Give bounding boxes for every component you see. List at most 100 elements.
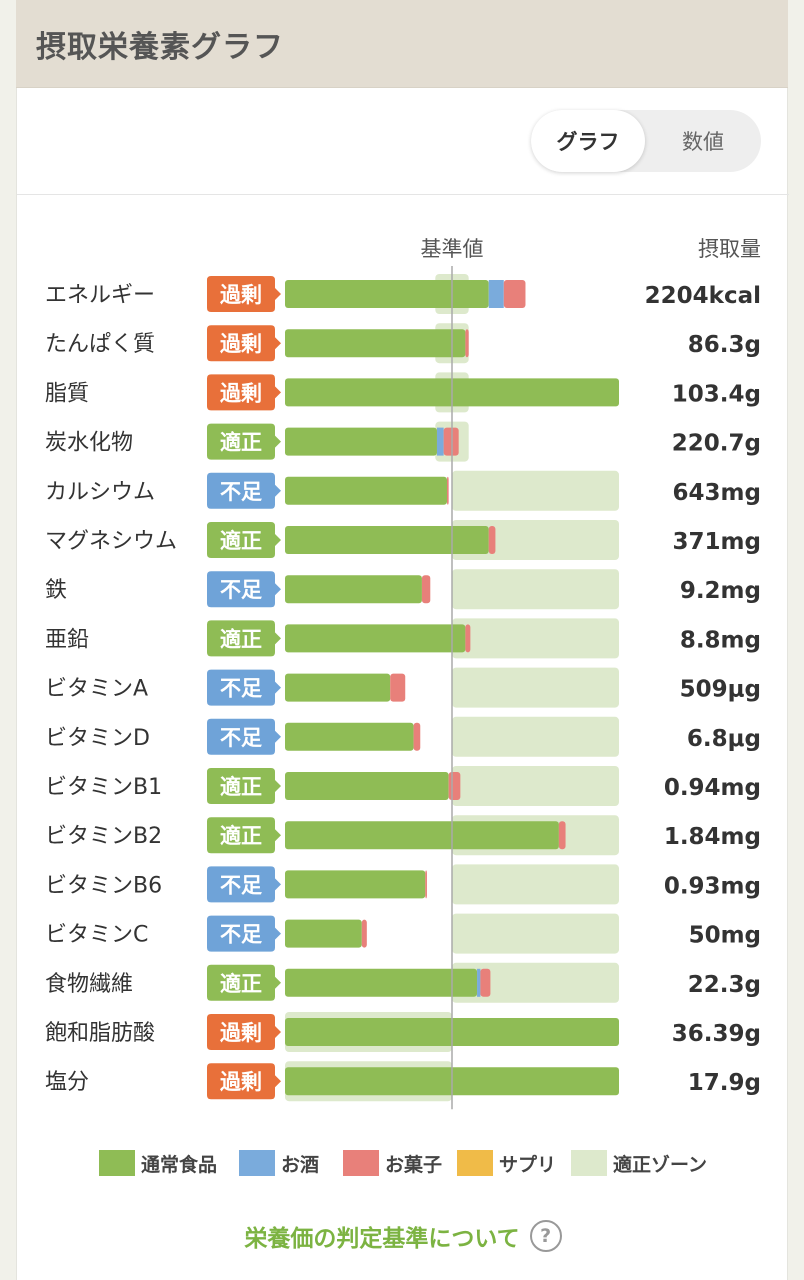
amount-value: 50mg xyxy=(689,923,761,949)
status-badge xyxy=(207,915,281,952)
nutrient-name: 鉄 xyxy=(45,578,67,603)
nutrient-name: 飽和脂肪酸 xyxy=(45,1021,155,1046)
amount-value: 103.4g xyxy=(672,381,761,407)
bar-segment-alcohol xyxy=(488,280,504,308)
amount-header: 摂取量 xyxy=(698,237,761,261)
status-badge-label: 不足 xyxy=(220,873,262,897)
legend-swatch xyxy=(571,1150,607,1176)
nutrient-name: マグネシウム xyxy=(45,529,177,554)
bar-segment-snacks xyxy=(443,427,459,456)
optimal-zone xyxy=(452,618,619,659)
amount-value: 17.9g xyxy=(688,1070,761,1096)
amount-value: 2204kcal xyxy=(645,283,761,309)
nutrient-name: ビタミンB6 xyxy=(45,873,162,898)
amount-value: 0.93mg xyxy=(664,873,761,899)
nutrient-name: エネルギー xyxy=(45,283,155,308)
status-badge-label: 不足 xyxy=(220,726,262,750)
criteria-link[interactable]: 栄養価の判定基準について ? xyxy=(17,1218,789,1254)
nutrient-name: 食物繊維 xyxy=(45,972,133,997)
bar-segment-snacks xyxy=(465,329,469,358)
bar-segment-snacks xyxy=(446,476,449,505)
bar-segment-snacks xyxy=(480,968,491,997)
amount-value: 0.94mg xyxy=(664,775,761,801)
chart-legend: 通常食品 お酒 お菓子 サプリ 適正ゾーン xyxy=(17,1146,789,1180)
nutrient-name: 塩分 xyxy=(45,1070,89,1095)
optimal-zone xyxy=(452,716,619,757)
status-badge xyxy=(207,423,281,460)
bar-segment-normal-food xyxy=(285,722,414,751)
optimal-zone xyxy=(452,569,619,610)
status-badge-label: 過剰 xyxy=(220,332,262,356)
bar-segment-alcohol xyxy=(477,968,481,997)
status-badge-label: 不足 xyxy=(220,480,262,504)
bar-segment-snacks xyxy=(413,722,421,751)
bar-segment-snacks xyxy=(448,772,461,800)
optimal-zone xyxy=(452,667,619,708)
status-badge xyxy=(207,325,281,362)
divider xyxy=(17,194,789,195)
status-badge xyxy=(207,571,281,608)
status-badge xyxy=(207,1014,281,1050)
bar-segment-normal-food xyxy=(285,870,426,899)
amount-value: 371mg xyxy=(673,529,761,555)
optimal-zone xyxy=(452,470,619,511)
legend-item: 適正ゾーン xyxy=(571,1146,707,1180)
status-badge xyxy=(207,472,281,509)
bar-segment-normal-food xyxy=(285,968,478,997)
legend-item: サプリ xyxy=(457,1146,556,1180)
legend-item: お酒 xyxy=(239,1146,319,1180)
reference-header: 基準値 xyxy=(421,237,484,261)
bar-segment-normal-food xyxy=(285,280,489,308)
status-badge-label: 不足 xyxy=(220,578,262,602)
bar-segment-normal-food xyxy=(285,624,466,653)
legend-label: お菓子 xyxy=(385,1153,443,1176)
status-badge xyxy=(207,374,281,411)
bar-segment-snacks xyxy=(558,821,566,850)
criteria-link-text[interactable]: 栄養価の判定基準について xyxy=(244,1226,520,1252)
amount-value: 36.39g xyxy=(672,1021,761,1047)
status-badge xyxy=(207,718,281,755)
nutrient-name: 脂質 xyxy=(45,381,89,406)
status-badge xyxy=(207,620,281,657)
status-badge xyxy=(207,1063,281,1100)
status-badge-label: 適正 xyxy=(220,775,262,799)
legend-swatch xyxy=(457,1150,493,1176)
status-badge xyxy=(207,964,281,1001)
bar-segment-snacks xyxy=(421,575,431,604)
nutrient-name: カルシウム xyxy=(45,480,155,505)
help-icon[interactable]: ? xyxy=(529,1220,562,1252)
status-badge-label: 適正 xyxy=(220,972,262,996)
amount-value: 1.84mg xyxy=(664,824,761,850)
bar-segment-snacks xyxy=(488,526,496,554)
bar-segment-alcohol xyxy=(436,427,444,456)
optimal-zone xyxy=(452,766,619,806)
bar-segment-normal-food xyxy=(285,526,489,554)
status-badge-label: 適正 xyxy=(220,431,262,455)
bar-segment-normal-food xyxy=(285,476,447,505)
legend-item: お菓子 xyxy=(343,1146,442,1180)
nutrient-name: ビタミンB1 xyxy=(45,775,162,800)
bar-segment-normal-food xyxy=(285,772,449,800)
bar-segment-snacks xyxy=(465,624,471,653)
amount-value: 643mg xyxy=(673,480,761,506)
status-badge xyxy=(207,817,281,854)
nutrient-name: ビタミンA xyxy=(45,677,148,702)
nutrient-name: 亜鉛 xyxy=(45,627,89,652)
legend-label: 適正ゾーン xyxy=(613,1153,708,1176)
status-badge-label: 不足 xyxy=(220,923,262,947)
bar-segment-snacks xyxy=(361,919,367,948)
legend-item: 通常食品 xyxy=(99,1146,217,1180)
numbers-tab[interactable]: 数値 xyxy=(682,130,724,154)
amount-value: 8.8mg xyxy=(680,627,761,653)
nutrient-name: ビタミンD xyxy=(45,726,150,751)
nutrient-name: たんぱく質 xyxy=(45,332,155,357)
nutrient-card: グラフ 数値 基準値 摂取量 エネルギー 過剰 2204kcal たんぱく質 過剰 86.3g… xyxy=(16,88,789,1280)
view-toggle[interactable]: グラフ 数値 xyxy=(531,110,761,172)
legend-label: お酒 xyxy=(281,1153,320,1176)
bar-segment-normal-food xyxy=(285,673,391,702)
nutrient-name: ビタミンB2 xyxy=(45,824,162,849)
amount-value: 9.2mg xyxy=(680,578,761,604)
nutrient-name: 炭水化物 xyxy=(45,431,133,456)
graph-tab[interactable]: グラフ xyxy=(531,110,645,172)
status-badge-label: 過剰 xyxy=(220,283,262,307)
